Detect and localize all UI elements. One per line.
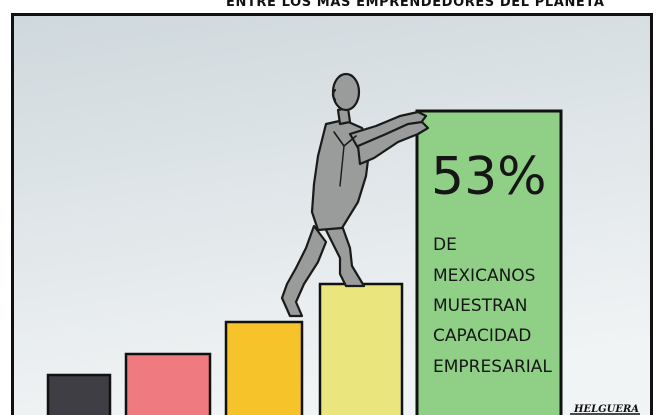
sign-line-mexicanos: MEXICANOS: [433, 266, 535, 286]
sign-line-empresarial: EMPRESARIAL: [433, 357, 552, 377]
sign-line-de: DE: [433, 235, 457, 255]
step-dark-bar: [46, 373, 112, 415]
sign-line-muestran: MUESTRAN: [433, 296, 528, 316]
cartoon-caption: ENTRE LOS MÁS EMPRENDEDORES DEL PLANETA: [226, 0, 605, 10]
step-orange-bar: [224, 320, 304, 415]
cartoon-scene: 53% DE MEXICANOS MUESTRAN CAPACIDAD EMPR…: [14, 16, 650, 415]
sign-block: [415, 109, 563, 415]
climbing-man-figure-icon: [280, 72, 430, 318]
cartoon-panel: 53% DE MEXICANOS MUESTRAN CAPACIDAD EMPR…: [11, 13, 653, 415]
step-yellow-bar: [318, 282, 404, 415]
artist-signature: HELGUERA: [573, 404, 639, 415]
step-red-bar: [124, 352, 212, 415]
sign-percentage: 53%: [431, 147, 547, 207]
sign-line-capacidad: CAPACIDAD: [433, 326, 531, 346]
